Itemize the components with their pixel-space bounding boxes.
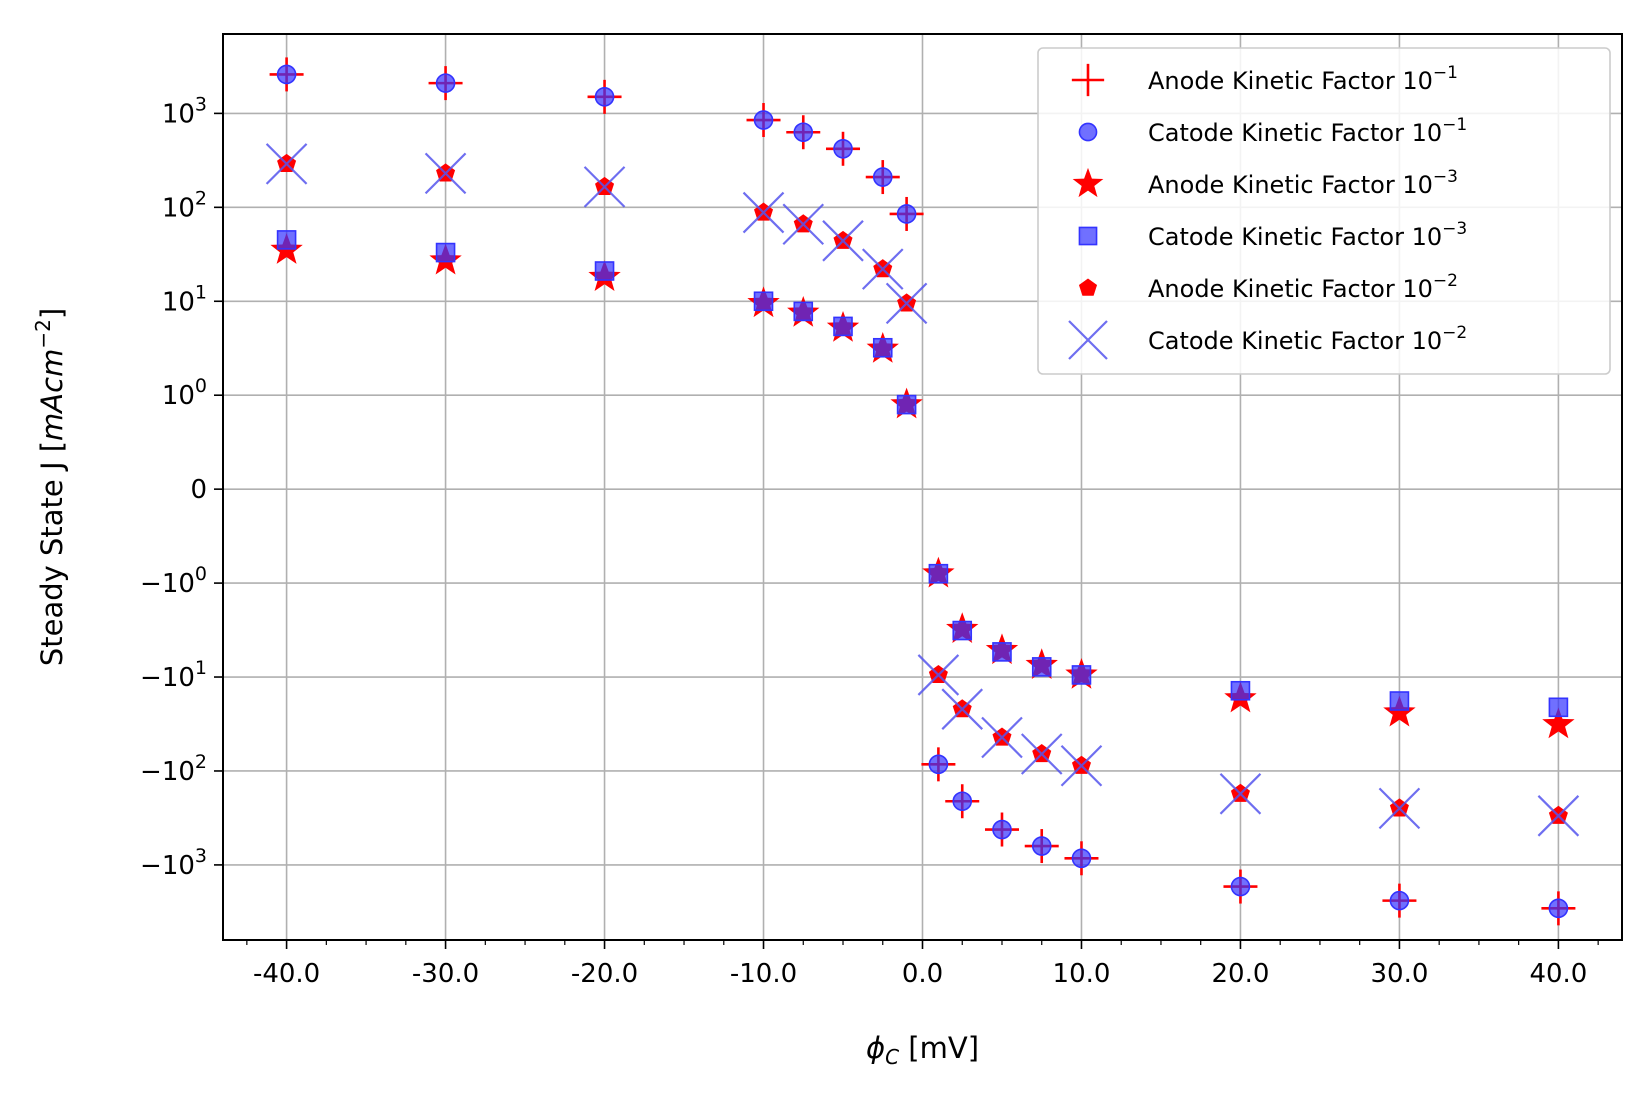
- data-point: [435, 242, 456, 263]
- legend: Anode Kinetic Factor 10−1 Catode Kinetic …: [1037, 47, 1611, 375]
- data-point: [981, 716, 1023, 759]
- y-axis: 103 102 101 100 0 −100 −101 −102 −103: [140, 93, 223, 881]
- marker-star: [1072, 167, 1104, 198]
- y-tick-label: −100: [140, 563, 207, 599]
- data-point: [424, 152, 467, 195]
- data-point: [265, 143, 308, 185]
- data-point: [594, 261, 615, 281]
- y-tick-label: 103: [162, 93, 207, 129]
- data-point: [822, 220, 864, 262]
- data-point: [435, 73, 456, 93]
- data-point: [793, 301, 814, 322]
- data-point: [1542, 707, 1575, 739]
- marker-circle: [1078, 122, 1098, 142]
- y-tick-label: 101: [162, 281, 207, 317]
- x-tick-label: 20.0: [1212, 959, 1270, 989]
- data-point: [782, 203, 825, 246]
- y-axis-label: Steady State J [mAcm−2]: [31, 308, 69, 666]
- data-point: [1031, 657, 1052, 677]
- marker-pentagon: [1078, 278, 1098, 296]
- data-point: [1230, 876, 1251, 897]
- data-point: [1071, 848, 1092, 869]
- data-point: [896, 394, 917, 415]
- data-point: [1389, 890, 1410, 911]
- legend-item: Catode Kinetic Factor 10−3: [1078, 219, 1467, 251]
- x-tick-label: -10.0: [730, 959, 797, 989]
- legend-item: Anode Kinetic Factor 10−1: [1071, 63, 1458, 97]
- data-point: [1230, 680, 1251, 701]
- y-tick-label: 100: [162, 375, 207, 411]
- data-point: [833, 316, 853, 337]
- legend-item: Anode Kinetic Factor 10−2: [1078, 271, 1458, 303]
- data-point: [885, 282, 928, 325]
- legend-item: Anode Kinetic Factor 10−3: [1072, 167, 1458, 199]
- x-axis: -40.0 -30.0 -20.0 -10.0 0.0 10.0 20.0 30.0 40.0: [246, 940, 1599, 989]
- data-point: [941, 688, 984, 730]
- data-point: [833, 138, 853, 159]
- data-point: [1219, 773, 1262, 815]
- data-point: [992, 819, 1012, 840]
- legend-label: Catode Kinetic Factor 10−2: [1148, 323, 1467, 355]
- data-point: [952, 620, 973, 641]
- series-6: [265, 143, 1580, 837]
- x-tick-label: 10.0: [1053, 959, 1111, 989]
- data-point: [753, 110, 774, 130]
- data-point: [861, 248, 904, 290]
- data-point: [872, 337, 893, 358]
- data-point: [583, 166, 626, 208]
- legend-label: Anode Kinetic Factor 10−2: [1148, 271, 1458, 303]
- x-tick-label: -20.0: [571, 959, 638, 989]
- legend-item: Catode Kinetic Factor 10−2: [1068, 320, 1467, 360]
- data-point: [594, 87, 615, 107]
- data-point: [1548, 697, 1569, 718]
- x-tick-label: 0.0: [902, 959, 943, 989]
- y-tick-label: 0: [190, 475, 207, 505]
- data-point: [276, 64, 297, 85]
- data-point: [1548, 898, 1569, 919]
- x-tick-label: 40.0: [1529, 959, 1587, 989]
- legend-label: Anode Kinetic Factor 10−1: [1148, 63, 1458, 95]
- data-point: [872, 167, 893, 187]
- data-point: [1383, 695, 1416, 727]
- series-2: [276, 64, 1569, 919]
- x-tick-label: 30.0: [1370, 959, 1428, 989]
- series-4: [276, 230, 1569, 718]
- marker-x: [1068, 320, 1108, 360]
- y-tick-label: −101: [140, 657, 207, 693]
- data-point: [952, 791, 973, 812]
- data-point: [1389, 691, 1410, 711]
- data-point: [928, 754, 949, 775]
- data-point: [1020, 733, 1063, 775]
- data-point: [742, 191, 785, 234]
- data-point: [1378, 787, 1421, 830]
- legend-box: [1037, 47, 1611, 375]
- legend-item: Catode Kinetic Factor 10−1: [1078, 115, 1467, 147]
- y-tick-label: −102: [140, 751, 207, 787]
- x-tick-label: -40.0: [253, 959, 320, 989]
- marker-plus: [1071, 63, 1105, 97]
- data-point: [896, 204, 917, 224]
- data-point: [928, 563, 949, 584]
- legend-label: Anode Kinetic Factor 10−3: [1148, 167, 1458, 199]
- data-point: [1031, 836, 1052, 856]
- x-axis-label: ϕC [mV]: [866, 1031, 979, 1069]
- data-point: [276, 230, 297, 250]
- legend-label: Catode Kinetic Factor 10−3: [1148, 219, 1467, 251]
- data-point: [917, 654, 960, 696]
- x-tick-label: -30.0: [412, 959, 479, 989]
- data-point: [793, 122, 814, 143]
- data-point: [1060, 744, 1103, 787]
- y-tick-label: 102: [162, 187, 207, 223]
- series-layer: [265, 57, 1580, 926]
- data-point: [992, 642, 1012, 662]
- marker-square: [1078, 226, 1098, 246]
- legend-label: Catode Kinetic Factor 10−1: [1148, 115, 1467, 147]
- data-point: [1537, 795, 1580, 837]
- data-point: [753, 291, 774, 312]
- y-tick-label: −103: [140, 845, 207, 881]
- data-point: [1071, 665, 1092, 685]
